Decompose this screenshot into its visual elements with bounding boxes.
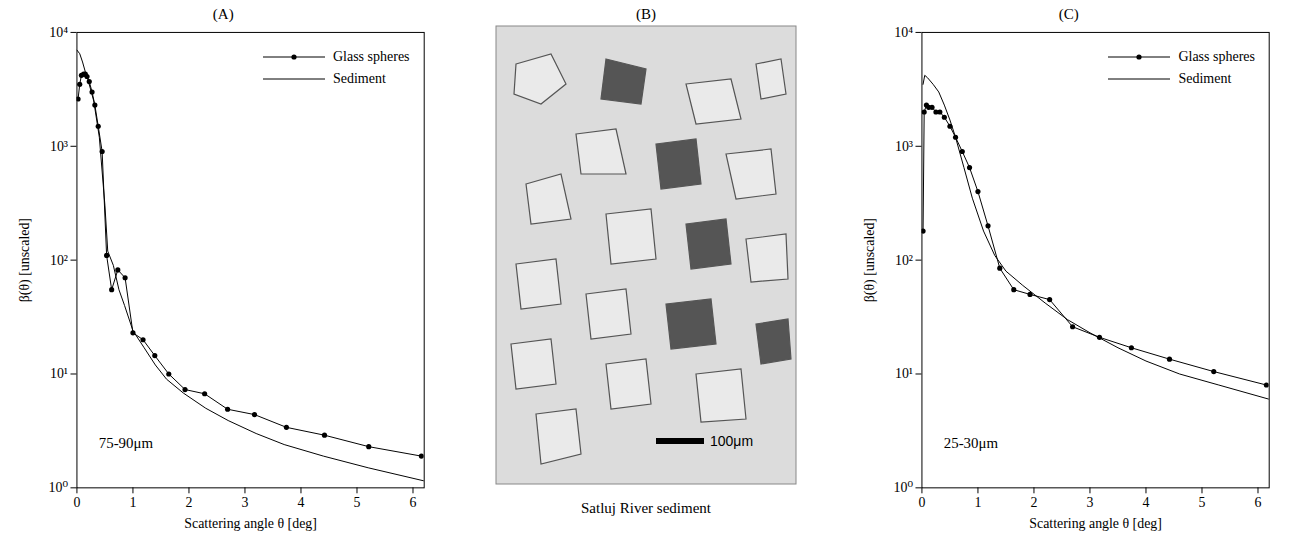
svg-text:10¹: 10¹	[895, 366, 913, 381]
svg-text:10⁴: 10⁴	[895, 25, 914, 40]
svg-text:5: 5	[354, 495, 361, 510]
svg-text:10³: 10³	[895, 139, 913, 154]
svg-text:25-30μm: 25-30μm	[944, 435, 999, 451]
html-text:(B): (B)	[636, 6, 656, 22]
svg-text:3: 3	[241, 495, 248, 510]
svg-text:10⁰: 10⁰	[49, 480, 69, 495]
svg-text:Scattering angle θ [deg]: Scattering angle θ [deg]	[1030, 516, 1163, 531]
html-text:Glass spheres: Glass spheres	[333, 49, 410, 64]
svg-text:0: 0	[73, 495, 80, 510]
svg-text:6: 6	[1255, 495, 1262, 510]
svg-text:10³: 10³	[50, 139, 68, 154]
svg-text:10⁰: 10⁰	[894, 480, 914, 495]
svg-text:10²: 10²	[50, 253, 68, 268]
svg-text:4: 4	[1143, 495, 1150, 510]
svg-text:0: 0	[919, 495, 926, 510]
svg-text:2: 2	[1031, 495, 1038, 510]
html-text:Glass spheres: Glass spheres	[1178, 49, 1255, 64]
svg-text:6: 6	[410, 495, 417, 510]
html-text:Sediment: Sediment	[1178, 71, 1232, 86]
svg-text:β(θ) [unscaled]: β(θ) [unscaled]	[17, 218, 33, 302]
svg-text:3: 3	[1087, 495, 1094, 510]
svg-text:Scattering angle θ [deg]: Scattering angle θ [deg]	[184, 516, 317, 531]
svg-text:1: 1	[975, 495, 982, 510]
svg-text:75-90μm: 75-90μm	[99, 435, 154, 451]
svg-text:1: 1	[129, 495, 136, 510]
html-text:Sediment: Sediment	[333, 71, 386, 86]
html-text:(A): (A)	[212, 6, 234, 22]
svg-text:10⁴: 10⁴	[49, 25, 68, 40]
svg-text:5: 5	[1199, 495, 1206, 510]
svg-text:10²: 10²	[895, 253, 913, 268]
svg-text:2: 2	[185, 495, 192, 510]
svg-text:β(θ) [unscaled]: β(θ) [unscaled]	[863, 218, 879, 302]
html-text:Satluj River sediment: Satluj River sediment	[581, 500, 711, 516]
html-text:(C): (C)	[1058, 6, 1079, 22]
svg-text:10¹: 10¹	[50, 366, 68, 381]
svg-text:100μm: 100μm	[710, 433, 753, 449]
svg-text:4: 4	[298, 495, 305, 510]
